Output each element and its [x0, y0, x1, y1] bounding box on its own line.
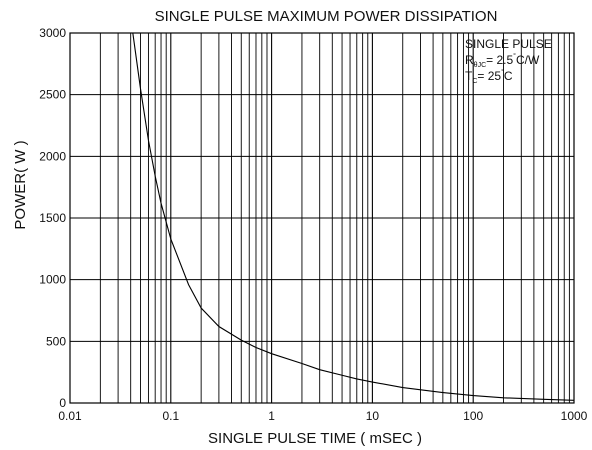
x-axis-title: SINGLE PULSE TIME ( mSEC ) — [208, 430, 422, 447]
power-curve-line — [132, 32, 575, 401]
x-tick-label: 100 — [463, 409, 483, 423]
x-tick-label: 1 — [268, 409, 275, 423]
y-axis-title: POWER( W ) — [12, 140, 29, 229]
conditions-annotation: SINGLE PULSE RθJC= 2.5°C/W TC= 25°C — [465, 37, 552, 85]
x-tick-label: 0.01 — [58, 409, 82, 423]
grid — [70, 33, 574, 403]
axis-tick-labels: 0.01 0.1 1 10 100 1000 0 500 1000 1500 2000 2500 300… — [39, 26, 587, 423]
y-tick-label: 1500 — [39, 211, 66, 225]
annotation-case-temperature: TC= 25°C — [465, 68, 513, 85]
annotation-thermal-resistance: RθJC= 2.5°C/W — [465, 52, 540, 69]
annotation-single-pulse: SINGLE PULSE — [465, 37, 552, 51]
y-tick-label: 1000 — [39, 273, 66, 287]
chart-title: SINGLE PULSE MAXIMUM POWER DISSIPATION — [155, 8, 498, 25]
y-tick-label: 2500 — [39, 88, 66, 102]
y-tick-label: 500 — [46, 334, 66, 348]
y-tick-label: 3000 — [39, 26, 66, 40]
x-tick-label: 10 — [366, 409, 380, 423]
y-tick-label: 0 — [59, 396, 66, 410]
plot-area-frame — [69, 32, 575, 404]
y-tick-label: 2000 — [39, 149, 66, 163]
x-tick-label: 0.1 — [162, 409, 179, 423]
x-tick-label: 1000 — [561, 409, 588, 423]
